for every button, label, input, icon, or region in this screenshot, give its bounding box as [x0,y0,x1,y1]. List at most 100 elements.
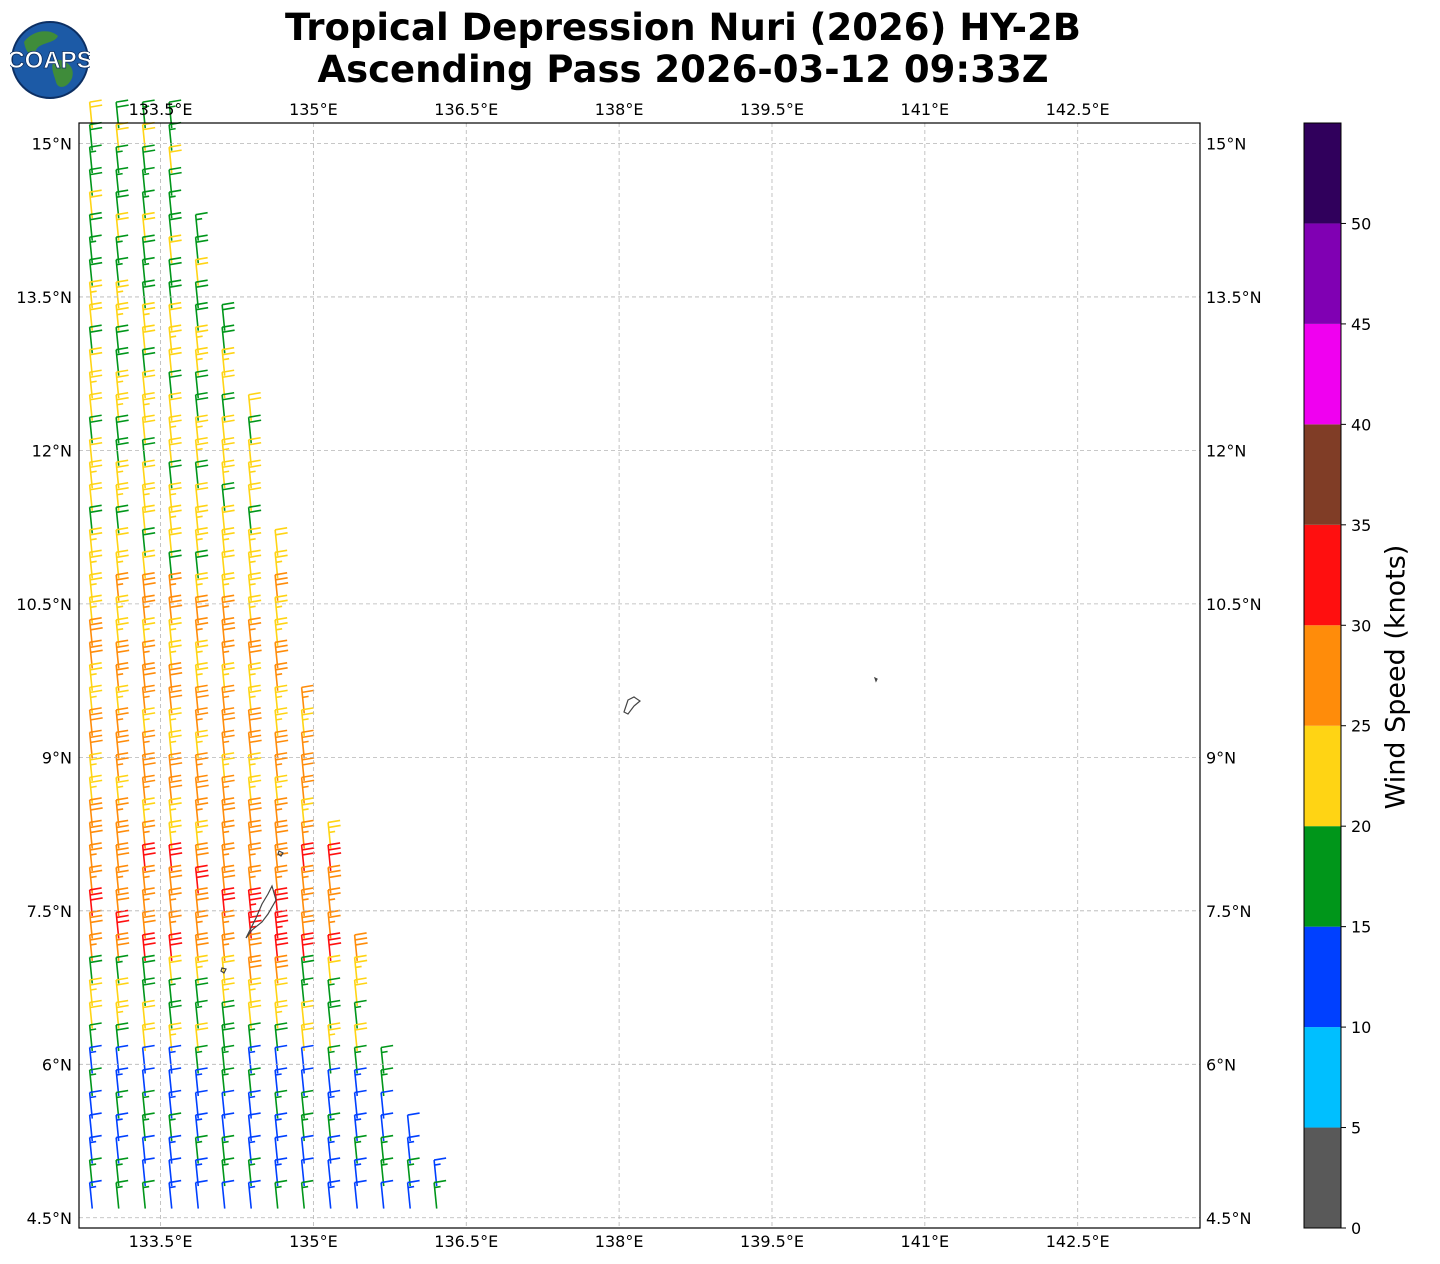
wind-barb [247,459,262,489]
palau-coastline [245,884,277,939]
colorbar-label: Wind Speed (knots) [1380,544,1412,810]
lon-tick-label-bottom: 142.5°E [1046,1232,1110,1251]
wind-barb [406,1179,420,1209]
wind-barb [141,819,156,849]
gridlines [79,123,1200,1228]
colorbar-tick-label: 0 [1351,1219,1361,1238]
wind-barb [380,1179,394,1209]
wind-barb [168,864,183,894]
wind-barb [274,1179,288,1209]
colorbar-frame [1303,122,1342,1229]
colorbar-band [1304,524,1341,626]
colorbar-band [1304,223,1341,324]
wind-barb [221,1179,235,1209]
colorbar-band [1304,1127,1341,1228]
wind-barb [274,594,288,624]
lon-tick-label-top: 139.5°E [740,100,804,119]
map-frame [78,122,1201,1229]
lon-tick-label-top: 141°E [901,100,950,119]
wind-barb [88,1179,102,1209]
colorbar-tick-label: 40 [1351,415,1371,434]
lat-tick-label-left: 4.5°N [27,1209,72,1228]
globe-icon: COAPS [7,21,93,99]
colorbar-tick-label: 15 [1351,918,1371,937]
colorbar-band [1304,926,1341,1028]
colorbar-tick-label: 20 [1351,817,1371,836]
colorbar-tick-label: 25 [1351,717,1371,736]
colorbar-band [1304,625,1341,726]
wind-barb [115,279,129,309]
colorbar-tick-label: 50 [1351,214,1371,233]
wind-barbs-layer [88,99,447,1209]
wind-barb [274,864,288,894]
wind-barb [221,797,236,826]
lat-tick-label-left: 9°N [42,748,72,767]
lat-tick-label-right: 6°N [1206,1055,1236,1074]
lat-tick-label-right: 15°N [1206,134,1246,153]
colorbar-band [1304,725,1341,827]
coaps-logo: COAPS [7,20,93,104]
wind-barb [115,1179,129,1209]
colorbar-tick-label: 30 [1351,616,1371,635]
wind-barb [168,662,183,691]
wind-barb [141,1179,155,1209]
lon-tick-label-top: 142.5°E [1046,100,1110,119]
wind-barb [115,909,130,939]
logo-text: COAPS [10,47,90,74]
colorbar-band [1304,323,1341,425]
wind-barb [194,1179,208,1209]
colorbar-band [1304,123,1341,224]
wind-barb [168,1179,182,1209]
ulithi-coastline [873,676,878,683]
lat-tick-label-left: 10.5°N [16,595,72,614]
lat-tick-label-right: 9°N [1206,748,1236,767]
wind-barb [300,1179,314,1209]
lon-tick-label-bottom: 136.5°E [434,1232,498,1251]
lon-tick-label-bottom: 133.5°E [129,1232,193,1251]
lat-tick-label-left: 12°N [32,441,72,460]
lat-tick-label-right: 12°N [1206,441,1246,460]
colorbar-tick-label: 45 [1351,315,1371,334]
wind-barb [221,774,235,804]
lon-tick-label-top: 138°E [595,100,644,119]
colorbar-tick-label: 5 [1351,1119,1361,1138]
lat-tick-label-right: 10.5°N [1206,595,1262,614]
chart-title-line-1: Tropical Depression Nuri (2026) HY-2B [285,6,1081,49]
wind-barb [247,1179,261,1209]
lon-tick-label-bottom: 138°E [595,1232,644,1251]
lat-tick-label-right: 13.5°N [1206,288,1262,307]
axis-ticks: 133.5°E 133.5°E 135°E 135°E 136.5°E 136.5°E 13… [16,100,1261,1251]
small-islet-coastline [277,850,284,857]
wind-barb [327,1179,341,1209]
lat-tick-label-left: 7.5°N [27,902,72,921]
lon-tick-label-bottom: 139.5°E [740,1232,804,1251]
wind-barb [194,436,209,466]
lon-tick-label-bottom: 141°E [901,1232,950,1251]
lat-tick-label-right: 7.5°N [1206,902,1251,921]
lat-tick-label-left: 6°N [42,1055,72,1074]
small-islet-coastline [220,967,227,974]
lon-tick-label-top: 133.5°E [129,100,193,119]
colorbar-tick-label: 10 [1351,1018,1371,1037]
colorbar-band [1304,826,1341,927]
yap-coastline [623,696,642,715]
lat-tick-label-left: 13.5°N [16,288,72,307]
coastlines [220,676,878,974]
lat-tick-label-left: 15°N [32,134,72,153]
colorbar-band [1304,1027,1341,1128]
colorbar: 0 5 10 15 20 25 30 35 40 45 50 [1303,122,1371,1238]
wind-barb [247,684,262,714]
lon-tick-label-top: 135°E [289,100,338,119]
lon-tick-label-top: 136.5°E [434,100,498,119]
wind-barb [353,1179,367,1209]
wind-barb [300,729,315,759]
chart-title-line-2: Ascending Pass 2026-03-12 09:33Z [317,48,1049,91]
lat-tick-label-right: 4.5°N [1206,1209,1251,1228]
colorbar-band [1304,424,1341,525]
lon-tick-label-bottom: 135°E [289,1232,338,1251]
wind-barb [247,707,262,736]
wind-barb [247,729,262,759]
wind-barb [433,1179,447,1209]
colorbar-tick-label: 35 [1351,516,1371,535]
